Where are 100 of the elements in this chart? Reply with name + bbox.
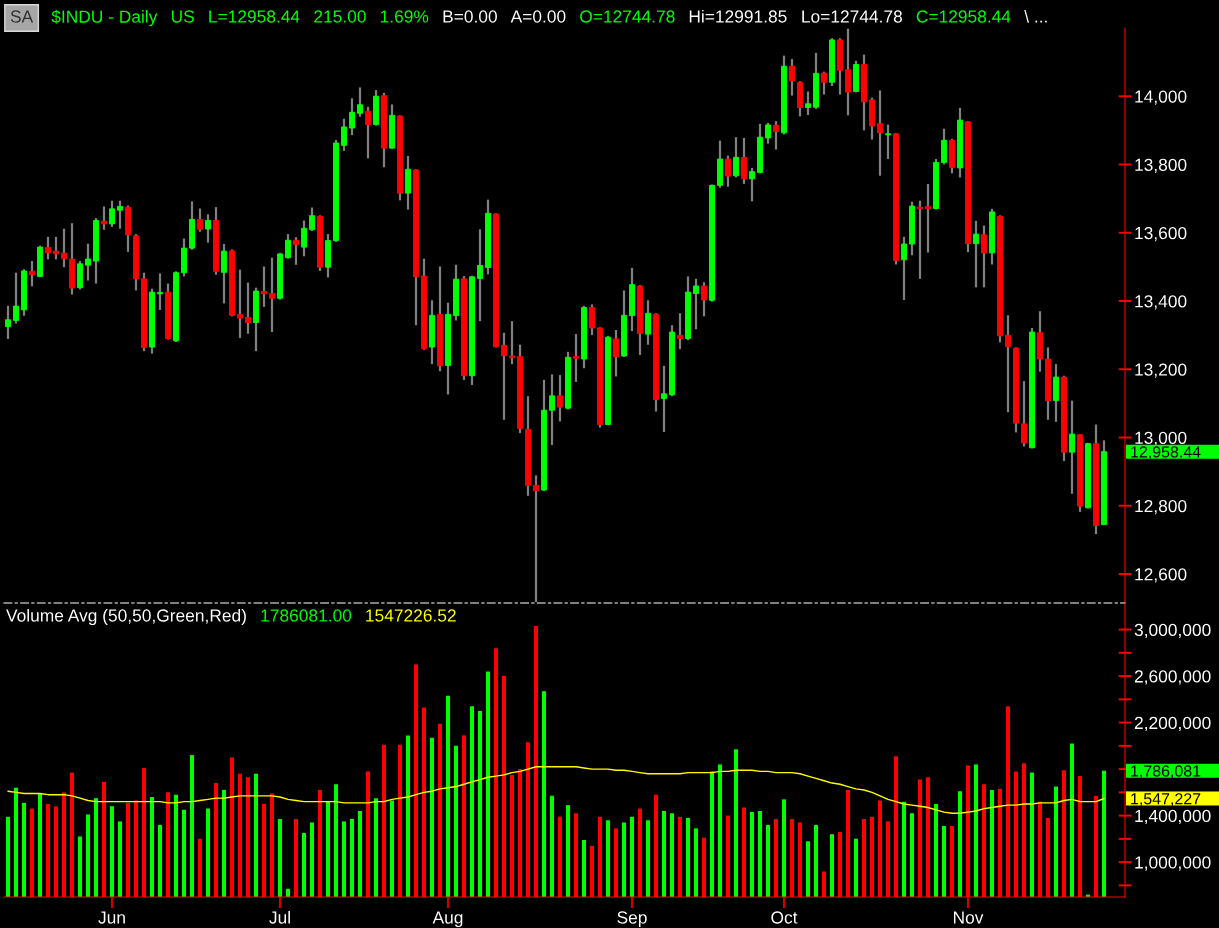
x-tick-label: Nov	[953, 911, 984, 924]
candlestick	[117, 199, 123, 230]
candlestick	[501, 331, 507, 421]
text: Lo=12744.78	[802, 10, 902, 23]
y-tick-label: 13,800	[1135, 158, 1187, 174]
candlestick	[157, 272, 163, 311]
y-tick-label: 1,000,000	[1135, 856, 1211, 871]
candlestick	[693, 277, 699, 331]
candlestick	[341, 117, 347, 152]
candlestick	[733, 136, 739, 179]
candlestick	[509, 320, 515, 366]
candlestick	[45, 235, 51, 261]
candlestick	[613, 328, 619, 378]
candlestick	[981, 224, 987, 289]
text: L=12958.44	[209, 10, 300, 23]
text: 12,958.44	[1131, 446, 1201, 460]
text: 1,786,081	[1131, 765, 1201, 779]
y-tick-label: 13,600	[1135, 226, 1187, 242]
candlestick	[269, 256, 275, 334]
candlestick	[773, 120, 779, 151]
candlestick	[533, 474, 539, 603]
candlestick	[741, 136, 747, 186]
candlestick	[701, 281, 707, 318]
text: 1,547,227	[1131, 793, 1201, 807]
candlestick	[309, 206, 315, 233]
y-tick-label: 1,400,000	[1135, 809, 1211, 825]
line-series	[7, 766, 1105, 814]
y-tick-label: 3,000,000	[1134, 623, 1211, 639]
y-tick-label: 13,200	[1135, 363, 1187, 378]
candlestick	[29, 259, 35, 288]
x-tick-label: Oct	[771, 911, 798, 924]
candlestick	[205, 213, 211, 244]
candlestick	[749, 166, 755, 203]
annotation: 1786081.00	[261, 609, 352, 622]
candlestick	[1021, 380, 1027, 448]
annotation: 1547226.52	[366, 609, 456, 622]
candlestick	[405, 154, 411, 211]
text: A=0.00	[510, 10, 566, 23]
x-tick-label: Jun	[98, 911, 125, 924]
candlestick	[349, 97, 355, 137]
candlestick	[805, 90, 811, 117]
text: B=0.00	[443, 10, 497, 23]
candlestick	[1053, 363, 1059, 423]
candlestick	[1069, 399, 1075, 495]
chart-title: Volume Avg (50,50,Green,Red)	[6, 608, 246, 626]
candlestick	[973, 219, 979, 289]
candlestick	[845, 28, 851, 117]
y-tick-label: 13,000	[1135, 431, 1187, 447]
candlestick	[301, 219, 307, 258]
candlestick	[901, 235, 907, 302]
candlestick	[725, 154, 731, 188]
candlestick	[197, 207, 203, 233]
candlestick	[365, 105, 371, 160]
candlestick	[77, 259, 83, 291]
candlestick	[549, 373, 555, 447]
candlestick	[85, 242, 91, 282]
candlestick	[53, 235, 59, 261]
y-tick-label: 12,600	[1135, 568, 1187, 583]
candlestick	[1005, 314, 1011, 414]
candlestick	[885, 123, 891, 161]
candlestick	[109, 199, 115, 229]
y-tick-label: 2,600,000	[1134, 670, 1211, 685]
x-tick-label: Sep	[617, 911, 647, 928]
candlestick	[661, 364, 667, 434]
candlestick	[573, 332, 579, 383]
candlestick	[941, 127, 947, 166]
candlestick	[293, 236, 299, 266]
text: SA	[10, 10, 34, 23]
text: $INDU - Daily	[51, 9, 158, 27]
candlestick	[61, 227, 67, 269]
text: O=12744.78	[580, 10, 675, 23]
text: C=12958.44	[916, 10, 1011, 23]
candlestick	[221, 242, 227, 305]
candlestick	[645, 299, 651, 346]
y-tick-label: 13,400	[1135, 295, 1187, 310]
candlestick	[237, 268, 243, 339]
y-tick-label: 2,200,000	[1134, 716, 1211, 732]
text: US	[171, 10, 194, 23]
candlestick	[357, 86, 363, 118]
candlestick	[101, 205, 107, 231]
candlestick	[917, 199, 923, 280]
candlestick	[285, 233, 291, 260]
candlestick	[245, 281, 251, 335]
candlestick	[13, 271, 19, 325]
candlestick	[261, 265, 267, 308]
x-tick-label: Jul	[269, 910, 290, 924]
x-tick-label: Aug	[432, 911, 463, 928]
text: \ ...	[1024, 9, 1047, 23]
candlestick	[765, 121, 771, 145]
candlestick	[557, 373, 563, 423]
text: Hi=12991.85	[689, 9, 787, 23]
candlestick	[925, 182, 931, 254]
candlestick	[477, 228, 483, 323]
candlestick	[589, 303, 595, 337]
candlestick	[677, 312, 683, 351]
candlestick	[5, 304, 11, 340]
y-tick-label: 14,000	[1135, 90, 1187, 105]
candlestick	[789, 57, 795, 97]
y-tick-label: 12,800	[1135, 499, 1187, 515]
candlestick	[877, 89, 883, 177]
